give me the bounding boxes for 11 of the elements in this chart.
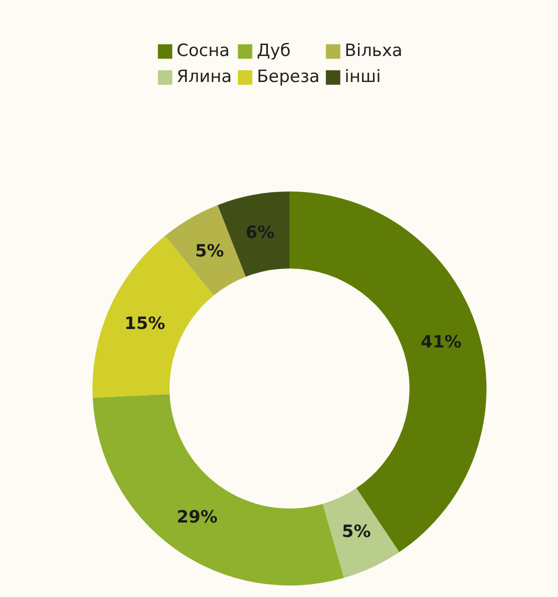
- data-label: 29%: [176, 507, 218, 528]
- data-label: 41%: [420, 332, 462, 352]
- data-label: 15%: [124, 314, 166, 334]
- legend-label: інші: [344, 66, 381, 88]
- legend-label: Ялина: [176, 66, 232, 88]
- legend-label: Береза: [256, 66, 320, 88]
- data-label: 5%: [195, 242, 224, 262]
- legend-label: Сосна: [176, 40, 230, 62]
- legend-label: Вільха: [344, 40, 402, 62]
- data-label: 5%: [342, 522, 371, 542]
- legend-label: Дуб: [256, 40, 291, 62]
